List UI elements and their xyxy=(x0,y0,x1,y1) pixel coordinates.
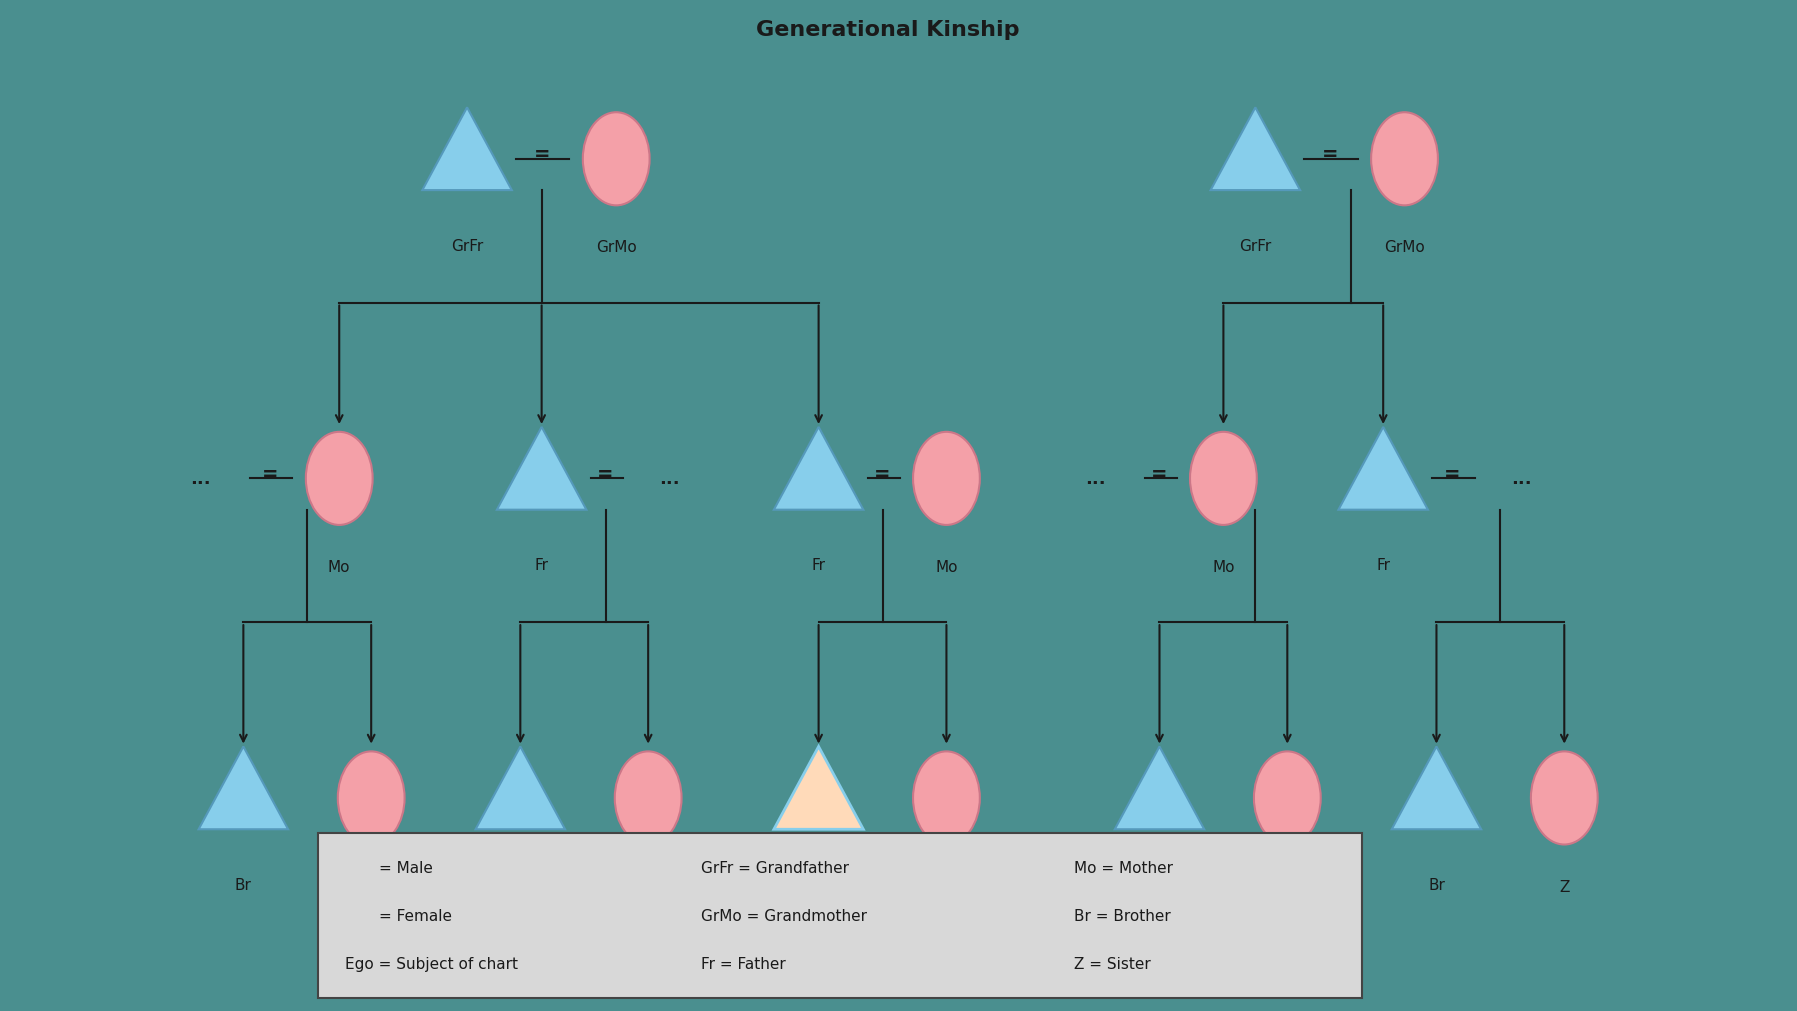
Ellipse shape xyxy=(338,751,404,844)
Ellipse shape xyxy=(582,113,649,206)
Text: = Female: = Female xyxy=(379,908,451,923)
Polygon shape xyxy=(1339,428,1429,511)
Text: Z = Sister: Z = Sister xyxy=(1075,955,1152,971)
Text: Z: Z xyxy=(942,879,952,894)
Text: Mo: Mo xyxy=(1213,559,1235,574)
Text: Ego = Subject of chart: Ego = Subject of chart xyxy=(345,955,518,971)
Text: Br: Br xyxy=(1429,877,1445,892)
Text: =: = xyxy=(262,464,279,483)
Text: ...: ... xyxy=(1511,470,1533,488)
Text: Mo: Mo xyxy=(329,559,350,574)
Text: Z: Z xyxy=(1281,879,1292,894)
Ellipse shape xyxy=(913,751,979,844)
Polygon shape xyxy=(498,428,586,511)
Polygon shape xyxy=(327,848,361,880)
Text: Z: Z xyxy=(367,879,376,894)
Ellipse shape xyxy=(1190,433,1256,526)
Text: ...: ... xyxy=(190,470,210,488)
Text: = Male: = Male xyxy=(379,859,433,875)
Text: Fr: Fr xyxy=(812,558,825,572)
Polygon shape xyxy=(1391,747,1481,829)
Text: GrMo: GrMo xyxy=(1384,241,1425,255)
Text: ...: ... xyxy=(1085,470,1105,488)
Polygon shape xyxy=(422,108,512,191)
Ellipse shape xyxy=(1371,113,1438,206)
Text: ...: ... xyxy=(659,470,679,488)
Text: GrMo: GrMo xyxy=(597,241,636,255)
Text: Z: Z xyxy=(643,879,654,894)
Text: Fr: Fr xyxy=(1377,558,1391,572)
Text: Fr = Father: Fr = Father xyxy=(701,955,785,971)
Polygon shape xyxy=(775,428,863,511)
Text: Br: Br xyxy=(1152,877,1168,892)
Polygon shape xyxy=(775,747,863,829)
Text: Fr: Fr xyxy=(536,558,548,572)
Text: =: = xyxy=(1321,145,1339,164)
Polygon shape xyxy=(199,747,288,829)
Text: =: = xyxy=(597,464,615,483)
Text: Br = Brother: Br = Brother xyxy=(1075,908,1172,923)
Ellipse shape xyxy=(305,433,372,526)
Ellipse shape xyxy=(1254,751,1321,844)
Text: GrMo = Grandmother: GrMo = Grandmother xyxy=(701,908,868,923)
Ellipse shape xyxy=(615,751,681,844)
Text: GrFr: GrFr xyxy=(451,239,483,254)
Text: Ego: Ego xyxy=(805,877,834,892)
Text: Generational Kinship: Generational Kinship xyxy=(757,20,1019,39)
Ellipse shape xyxy=(913,433,979,526)
Ellipse shape xyxy=(332,898,358,932)
Text: Z: Z xyxy=(1560,879,1569,894)
Polygon shape xyxy=(1114,747,1204,829)
Polygon shape xyxy=(1211,108,1299,191)
Text: =: = xyxy=(1152,464,1168,483)
Polygon shape xyxy=(476,747,564,829)
Text: =: = xyxy=(534,145,550,164)
Text: =: = xyxy=(875,464,891,483)
Text: Br: Br xyxy=(512,877,528,892)
FancyBboxPatch shape xyxy=(318,833,1362,998)
Text: GrFr: GrFr xyxy=(1240,239,1272,254)
Text: Mo: Mo xyxy=(934,559,958,574)
Text: GrFr = Grandfather: GrFr = Grandfather xyxy=(701,859,850,875)
Ellipse shape xyxy=(1531,751,1598,844)
Text: Br: Br xyxy=(235,877,252,892)
Text: =: = xyxy=(1445,464,1461,483)
Text: Mo = Mother: Mo = Mother xyxy=(1075,859,1173,875)
